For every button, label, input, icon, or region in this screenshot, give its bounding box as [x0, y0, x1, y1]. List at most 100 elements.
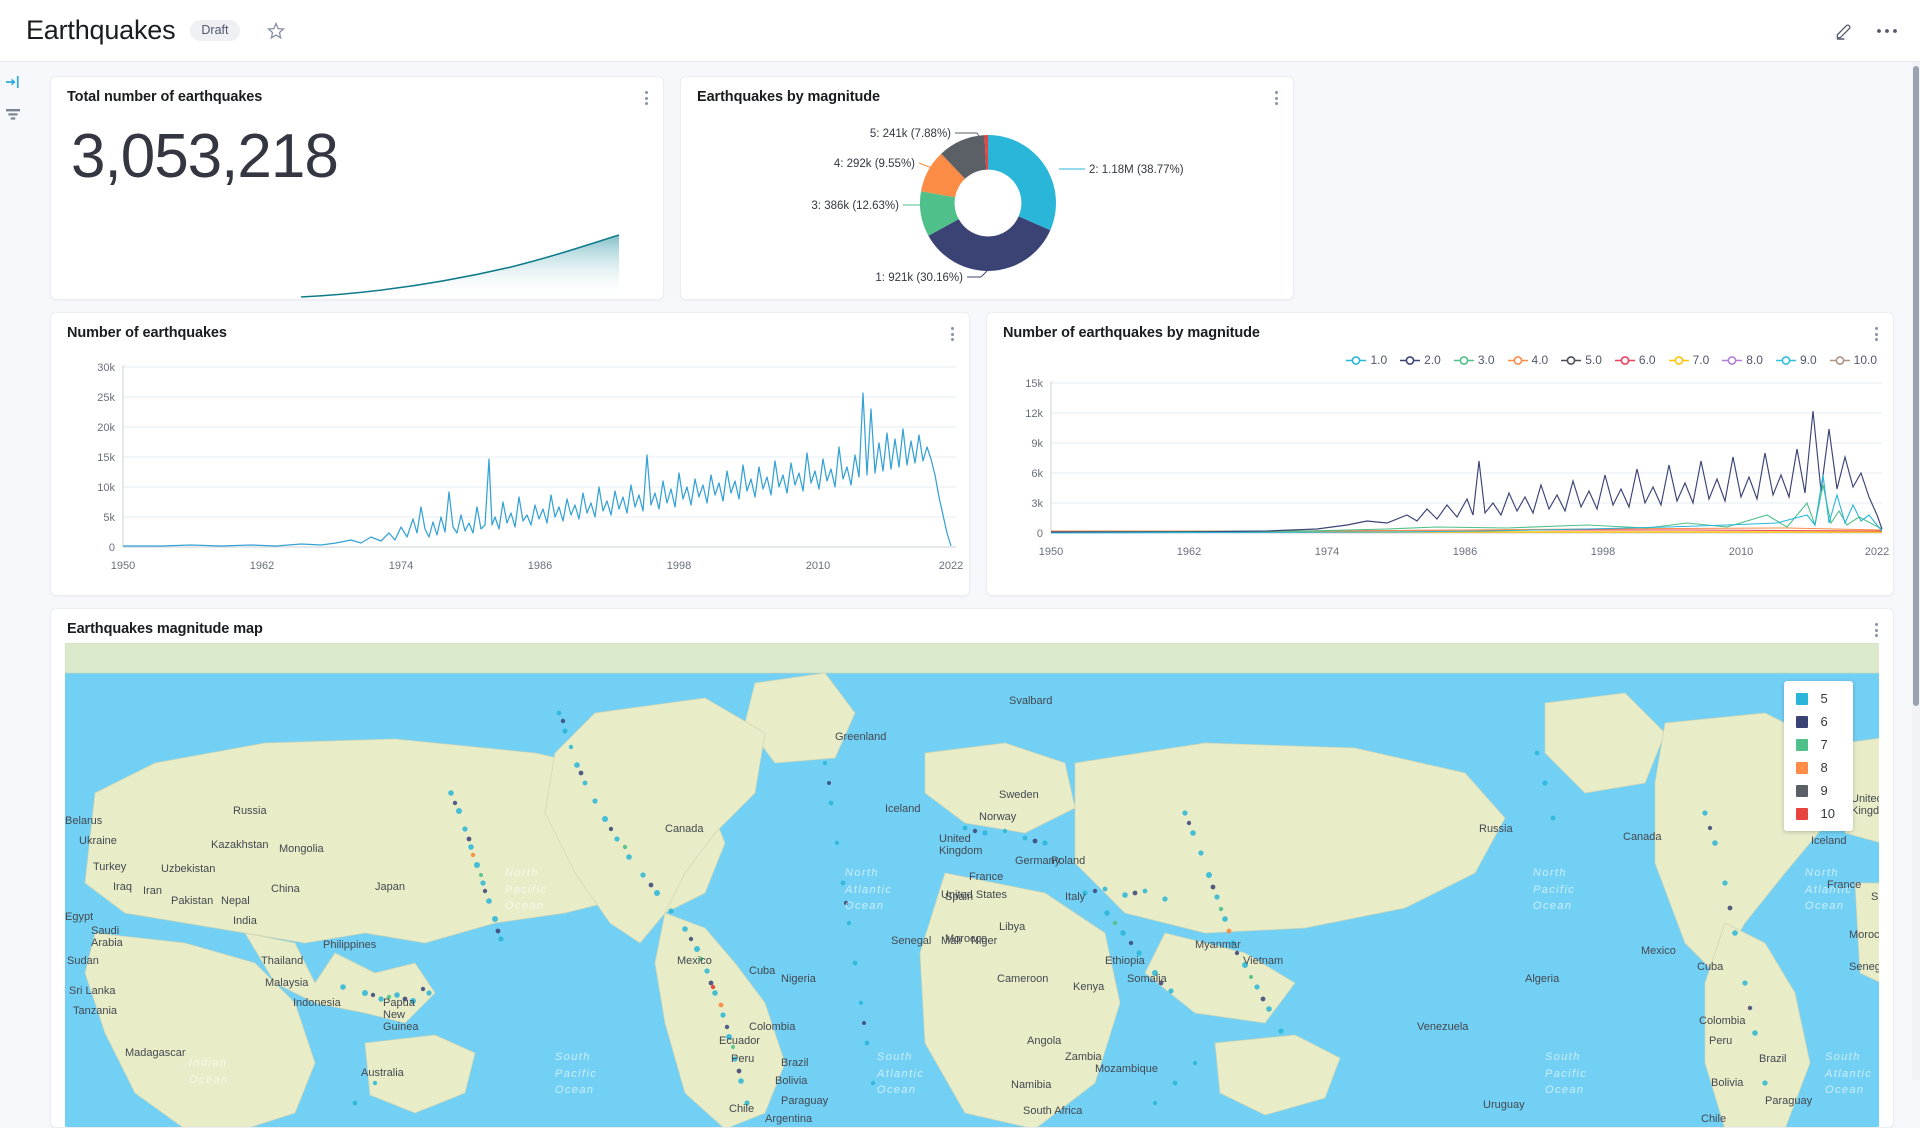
panel-title: Earthquakes magnitude map [67, 621, 263, 637]
legend-item-7[interactable]: 7.0 [1668, 353, 1710, 367]
line-chart-number-of-earthquakes[interactable]: 30k 25k 20k 15k 10k 5k 0 1950 1962 1974 … [51, 347, 969, 595]
y-tick: 25k [97, 392, 115, 404]
y-tick: 10k [97, 482, 115, 494]
map-legend: 5 6 7 8 9 [1783, 681, 1853, 831]
map-legend-item-5[interactable]: 5 [1795, 691, 1835, 706]
x-tick: 1998 [667, 560, 691, 572]
legend-item-9[interactable]: 9.0 [1775, 353, 1817, 367]
donut-slice-1 [928, 216, 1051, 271]
x-tick: 1986 [528, 560, 552, 572]
legend-swatch-icon [1795, 784, 1808, 797]
map-legend-item-6[interactable]: 6 [1795, 714, 1835, 729]
expand-panel-arrow-icon[interactable] [5, 74, 22, 90]
y-tick: 0 [109, 542, 115, 554]
donut-slice-5 [941, 135, 987, 179]
legend-label: 10.0 [1853, 353, 1877, 367]
legend-label: 5.0 [1585, 353, 1602, 367]
chart-legend: 1.0 2.0 3.0 4.0 5.0 6.0 [1346, 353, 1877, 367]
metric-value: 3,053,218 [71, 121, 339, 191]
x-tick: 1974 [1315, 546, 1339, 558]
y-tick: 30k [97, 362, 115, 374]
donut-label-4: 4: 292k (9.55%) [834, 158, 915, 170]
panel-context-menu-icon[interactable] [1272, 89, 1281, 110]
legend-label: 4.0 [1531, 353, 1549, 367]
panel-title: Earthquakes by magnitude [697, 89, 880, 105]
landmasses [65, 643, 1879, 1127]
more-options-icon[interactable] [1876, 28, 1898, 34]
donut-slice-6 [984, 135, 988, 170]
map-legend-item-8[interactable]: 8 [1795, 760, 1835, 775]
status-badge: Draft [190, 19, 240, 42]
legend-swatch-icon [1795, 692, 1808, 705]
legend-swatch-icon [1795, 715, 1808, 728]
legend-swatch-icon [1795, 738, 1808, 751]
dashboard-canvas: Total number of earthquakes 3,053,218 Ea… [26, 62, 1910, 1128]
legend-item-5[interactable]: 5.0 [1561, 353, 1602, 367]
panel-context-menu-icon[interactable] [948, 325, 957, 346]
legend-item-3[interactable]: 3.0 [1453, 353, 1495, 367]
legend-label: 1.0 [1370, 353, 1388, 367]
filter-funnel-icon[interactable] [5, 108, 21, 122]
x-tick: 1986 [1453, 546, 1477, 558]
panel-title: Total number of earthquakes [67, 89, 263, 105]
panel-header: Number of earthquakes [51, 313, 969, 346]
donut-label-1: 1: 921k (30.16%) [875, 272, 963, 284]
panel-title: Number of earthquakes [67, 325, 227, 341]
legend-item-6[interactable]: 6.0 [1614, 353, 1656, 367]
page-scrollbar-thumb[interactable] [1913, 66, 1919, 706]
legend-label: 7 [1820, 737, 1828, 752]
donut-label-3: 3: 386k (12.63%) [811, 200, 899, 212]
star-icon[interactable] [266, 21, 286, 41]
legend-item-1[interactable]: 1.0 [1346, 353, 1387, 367]
legend-item-10[interactable]: 10.0 [1829, 353, 1877, 367]
app-header: Earthquakes Draft [0, 0, 1920, 62]
legend-item-2[interactable]: 2.0 [1400, 353, 1441, 367]
line-chart-by-magnitude[interactable]: 15k 12k 9k 6k 3k 0 1950 1962 1974 1986 1… [987, 365, 1893, 595]
donut-label-2: 2: 1.18M (38.77%) [1089, 164, 1184, 176]
map-legend-item-9[interactable]: 9 [1795, 783, 1835, 798]
map-legend-item-7[interactable]: 7 [1795, 737, 1835, 752]
y-tick: 20k [97, 422, 115, 434]
legend-label: 9.0 [1799, 353, 1817, 367]
page-title: Earthquakes [26, 15, 176, 45]
y-tick: 9k [1031, 438, 1043, 450]
x-tick: 2022 [1865, 546, 1889, 558]
series-1.0 [1050, 474, 1883, 534]
panel-number-of-earthquakes: Number of earthquakes 30k 25k 20 [50, 312, 970, 596]
donut-chart[interactable]: 2: 1.18M (38.77%) 1: 921k (30.16%) 3: 38… [681, 105, 1293, 299]
legend-label: 8.0 [1746, 353, 1763, 367]
legend-item-4[interactable]: 4.0 [1507, 353, 1549, 367]
legend-label: 9 [1820, 783, 1828, 798]
x-tick: 1962 [1177, 546, 1201, 558]
panel-context-menu-icon[interactable] [642, 89, 651, 110]
donut-label-5: 5: 241k (7.88%) [870, 128, 951, 140]
legend-label: 5 [1820, 691, 1828, 706]
panel-earthquakes-by-magnitude: Earthquakes by magnitude [680, 76, 1294, 300]
pencil-edit-icon[interactable] [1834, 21, 1854, 41]
y-tick: 0 [1037, 528, 1043, 540]
header-actions [1834, 21, 1898, 41]
y-tick: 15k [97, 452, 115, 464]
x-tick: 1950 [111, 560, 135, 572]
legend-item-8[interactable]: 8.0 [1722, 353, 1763, 367]
world-map[interactable]: Russia Greenland Iceland Canada United S… [65, 643, 1879, 1127]
series-2.0 [1051, 410, 1883, 533]
panel-header: Total number of earthquakes [51, 77, 663, 110]
y-tick: 12k [1025, 408, 1043, 420]
donut-slice-2 [988, 135, 1056, 231]
legend-swatch-icon [1795, 807, 1808, 820]
legend-swatch-icon [1795, 761, 1808, 774]
metric-sparkline [51, 221, 663, 299]
panel-context-menu-icon[interactable] [1872, 621, 1881, 642]
panel-earthquakes-magnitude-map: Earthquakes magnitude map [50, 608, 1894, 1128]
x-tick: 2010 [806, 560, 830, 572]
y-tick: 5k [103, 512, 115, 524]
legend-label: 7.0 [1692, 353, 1710, 367]
x-tick: 1950 [1039, 546, 1063, 558]
y-tick: 3k [1031, 498, 1043, 510]
panel-context-menu-icon[interactable] [1872, 325, 1881, 346]
left-rail [0, 62, 26, 1080]
legend-label: 3.0 [1477, 353, 1495, 367]
map-legend-item-10[interactable]: 10 [1795, 806, 1835, 821]
panel-header: Number of earthquakes by magnitude [987, 313, 1893, 346]
